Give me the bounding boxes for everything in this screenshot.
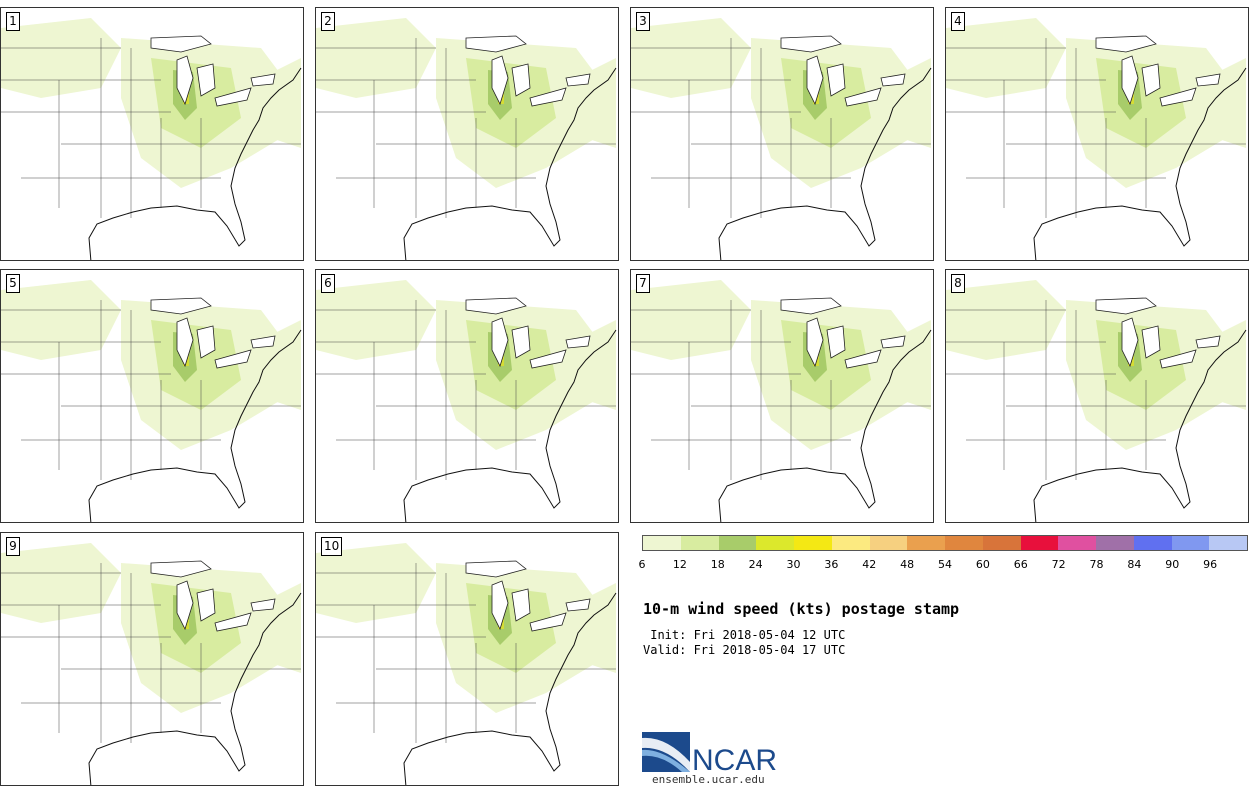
- colorbar-swatch: [907, 536, 945, 550]
- colorbar-swatch: [718, 536, 757, 550]
- ncar-logo-text: NCAR: [692, 744, 777, 776]
- member-number: 10: [321, 537, 343, 556]
- member-panel: 8: [945, 269, 1249, 523]
- init-time: Init: Fri 2018-05-04 12 UTC: [643, 628, 846, 642]
- colorbar-swatch: [643, 536, 681, 550]
- member-panel: 10: [315, 532, 619, 786]
- colorbar-swatch: [1058, 536, 1096, 550]
- colorbar-tick-label: 72: [1051, 558, 1066, 571]
- member-number: 8: [951, 274, 965, 293]
- member-map: [1, 18, 302, 260]
- member-map: [946, 280, 1247, 522]
- colorbar-tick-label: 6: [638, 558, 646, 571]
- colorbar-swatch: [831, 536, 870, 550]
- member-map: [316, 280, 617, 522]
- member-number: 4: [951, 12, 965, 31]
- colorbar-ticks: 6 12 18 24 30 36 42 48 54 60 66 72 78 84 90 96: [638, 558, 1248, 572]
- colorbar-tick-label: 78: [1089, 558, 1104, 571]
- colorbar-swatch: [794, 536, 832, 550]
- logo-url: ensemble.ucar.edu: [652, 773, 765, 786]
- chart-title: 10-m wind speed (kts) postage stamp: [643, 600, 960, 618]
- colorbar-tick-label: 90: [1165, 558, 1180, 571]
- colorbar-swatch: [945, 536, 983, 550]
- member-map: [1, 280, 302, 522]
- member-panel: 7: [630, 269, 934, 523]
- member-map: [631, 280, 932, 522]
- member-number: 2: [321, 12, 335, 31]
- colorbar-swatch: [982, 536, 1021, 550]
- member-map: [946, 18, 1247, 260]
- member-map: [631, 18, 932, 260]
- colorbar-tick-label: 66: [1013, 558, 1028, 571]
- colorbar-tick-label: 54: [938, 558, 952, 571]
- member-panel: 3: [630, 7, 934, 261]
- colorbar-swatch: [680, 536, 719, 550]
- member-number: 9: [6, 537, 20, 556]
- member-map: [316, 543, 617, 785]
- member-panel: 4: [945, 7, 1249, 261]
- member-panel: 1: [0, 7, 304, 261]
- member-number: 1: [6, 12, 20, 31]
- colorbar-tick-label: 36: [824, 558, 839, 571]
- colorbar-swatch: [1096, 536, 1134, 550]
- member-map: [316, 18, 617, 260]
- colorbar-tick-label: 30: [786, 558, 801, 571]
- colorbar-swatch: [1209, 536, 1247, 550]
- colorbar: [642, 535, 1248, 551]
- colorbar-tick-label: 48: [900, 558, 915, 571]
- colorbar-swatch: [1133, 536, 1172, 550]
- valid-time: Valid: Fri 2018-05-04 17 UTC: [643, 643, 846, 657]
- member-number: 5: [6, 274, 20, 293]
- member-number: 6: [321, 274, 335, 293]
- colorbar-swatch: [756, 536, 794, 550]
- member-panel: 5: [0, 269, 304, 523]
- ncar-logo: NCAR: [642, 732, 777, 776]
- colorbar-swatch: [869, 536, 908, 550]
- colorbar-swatch: [1171, 536, 1210, 550]
- colorbar-tick-label: 12: [672, 558, 687, 571]
- colorbar-tick-label: 60: [975, 558, 990, 571]
- colorbar-tick-label: 96: [1203, 558, 1218, 571]
- member-panel: 2: [315, 7, 619, 261]
- member-panel: 6: [315, 269, 619, 523]
- member-number: 3: [636, 12, 650, 31]
- colorbar-tick-label: 24: [748, 558, 763, 571]
- member-panel: 9: [0, 532, 304, 786]
- member-map: [1, 543, 302, 785]
- colorbar-tick-label: 18: [710, 558, 725, 571]
- member-number: 7: [636, 274, 650, 293]
- colorbar-swatch: [1020, 536, 1059, 550]
- colorbar-tick-label: 84: [1127, 558, 1142, 571]
- colorbar-tick-label: 42: [862, 558, 877, 571]
